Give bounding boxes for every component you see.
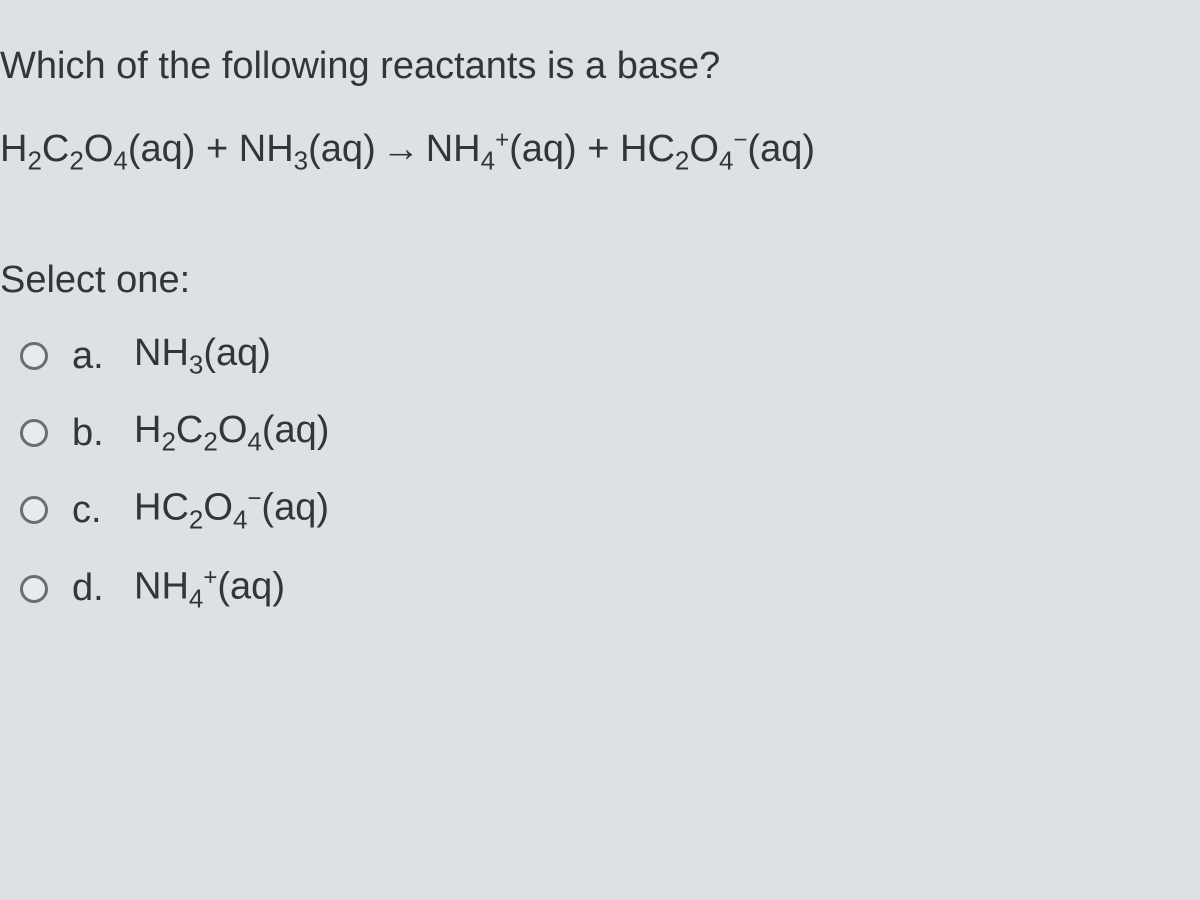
chemical-equation: H2C2O4(aq) + NH3(aq) → NH4+(aq) + HC2O4−… — [0, 123, 1200, 179]
option-letter: c. — [72, 489, 112, 532]
quiz-question: Which of the following reactants is a ba… — [0, 0, 1200, 682]
option-d[interactable]: d. NH4+(aq) — [20, 564, 1200, 614]
option-formula: H2C2O4(aq) — [134, 409, 329, 458]
option-b[interactable]: b. H2C2O4(aq) — [20, 409, 1200, 458]
option-letter: a. — [72, 335, 112, 378]
option-formula: HC2O4−(aq) — [134, 485, 329, 535]
option-formula: NH4+(aq) — [134, 564, 285, 614]
option-a[interactable]: a. NH3(aq) — [20, 332, 1200, 381]
radio-button[interactable] — [20, 342, 48, 370]
question-prompt: Which of the following reactants is a ba… — [0, 40, 1200, 93]
select-one-label: Select one: — [0, 259, 1200, 302]
radio-button[interactable] — [20, 419, 48, 447]
radio-button[interactable] — [20, 575, 48, 603]
options-list: a. NH3(aq) b. H2C2O4(aq) c. HC2O4−(aq) d. NH4+(… — [0, 332, 1200, 614]
option-c[interactable]: c. HC2O4−(aq) — [20, 485, 1200, 535]
option-formula: NH3(aq) — [134, 332, 271, 381]
option-letter: b. — [72, 412, 112, 455]
option-letter: d. — [72, 567, 112, 610]
radio-button[interactable] — [20, 496, 48, 524]
